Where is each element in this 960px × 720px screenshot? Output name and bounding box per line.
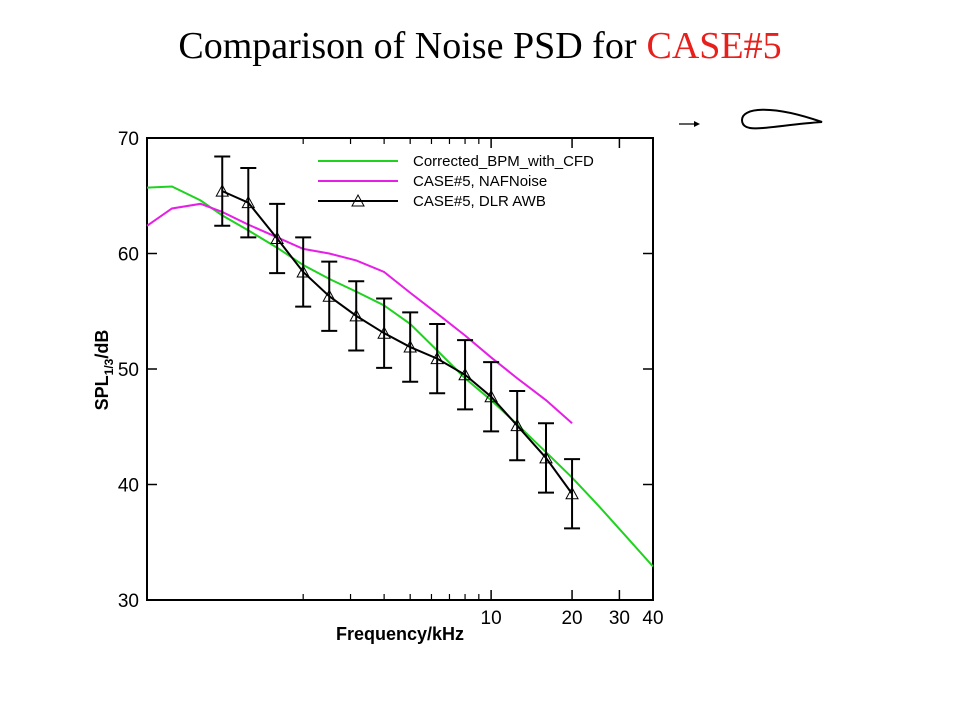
y-tick-label: 40 (118, 476, 139, 497)
y-label-unit: /dB (92, 330, 112, 359)
error-bar (295, 236, 312, 308)
error-bar (483, 361, 500, 433)
data-marker (539, 450, 553, 464)
y-tick-label: 60 (118, 245, 139, 266)
data-marker (270, 231, 284, 244)
series-line (146, 202, 573, 425)
error-bar (321, 260, 338, 332)
data-marker (296, 264, 311, 278)
y-tick-label: 70 (118, 129, 139, 150)
chart-title: Comparison of Noise PSD for CASE#5 (178, 25, 781, 67)
error-bar (564, 458, 581, 530)
data-marker (510, 418, 525, 432)
error-bar (429, 322, 446, 395)
legend-marker (351, 193, 365, 207)
title-part: Comparison of Noise PSD for (178, 25, 636, 67)
error-bar (509, 389, 526, 462)
y-axis-label: SPL1/3/dB (92, 330, 116, 411)
error-bar (240, 167, 257, 239)
x-tick-label: 10 (481, 608, 502, 629)
data-marker (241, 195, 256, 209)
y-label-sub: 1/3 (102, 358, 116, 375)
error-bar (348, 280, 365, 352)
x-tick-label: 20 (561, 608, 582, 629)
data-marker (215, 184, 230, 197)
series-line (221, 190, 573, 495)
legend-label: Corrected_BPM_with_CFD (413, 153, 594, 170)
y-tick-label: 30 (118, 591, 139, 612)
data-marker (484, 389, 498, 403)
error-bar (214, 155, 231, 227)
y-label-main: SPL (92, 375, 112, 410)
y-tick-label: 50 (118, 360, 139, 381)
series-line (146, 185, 654, 568)
data-marker (349, 308, 364, 322)
legend-label: CASE#5, NAFNoise (413, 173, 547, 190)
x-tick-label: 40 (642, 608, 663, 629)
data-marker (458, 367, 472, 381)
data-marker (403, 340, 418, 353)
x-axis-label: Frequency/kHz (336, 624, 464, 644)
x-tick-label: 30 (609, 608, 630, 629)
legend-label: CASE#5, DLR AWB (413, 193, 546, 210)
data-marker (377, 326, 391, 339)
title-highlight: CASE#5 (646, 25, 781, 67)
data-marker (565, 486, 579, 500)
data-marker (322, 289, 337, 302)
error-bar (269, 202, 286, 275)
error-bar (402, 311, 419, 383)
data-marker (430, 351, 445, 365)
error-bar (457, 339, 474, 411)
error-bar (538, 422, 555, 494)
error-bar (376, 297, 393, 369)
airfoil-icon (679, 108, 823, 130)
